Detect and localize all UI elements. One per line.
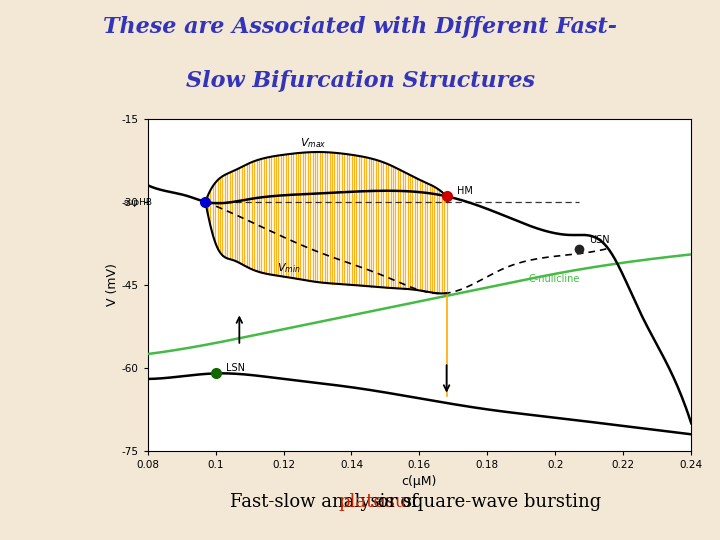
Text: C-nullcline: C-nullcline — [528, 274, 580, 284]
Text: $V_{min}$: $V_{min}$ — [276, 261, 300, 275]
Text: or square-wave bursting: or square-wave bursting — [372, 493, 601, 511]
Text: plateau: plateau — [338, 493, 407, 511]
Text: LSN: LSN — [226, 363, 245, 373]
Text: HM: HM — [456, 186, 472, 195]
Y-axis label: V (mV): V (mV) — [106, 264, 119, 306]
Text: Slow Bifurcation Structures: Slow Bifurcation Structures — [186, 70, 534, 92]
Text: These are Associated with Different Fast-: These are Associated with Different Fast… — [103, 16, 617, 38]
Text: supHB: supHB — [124, 198, 153, 207]
Text: USN: USN — [589, 235, 610, 245]
Text: Fast-slow analysis of: Fast-slow analysis of — [230, 493, 424, 511]
Text: $V_{max}$: $V_{max}$ — [300, 137, 327, 150]
X-axis label: c(μM): c(μM) — [402, 476, 437, 489]
